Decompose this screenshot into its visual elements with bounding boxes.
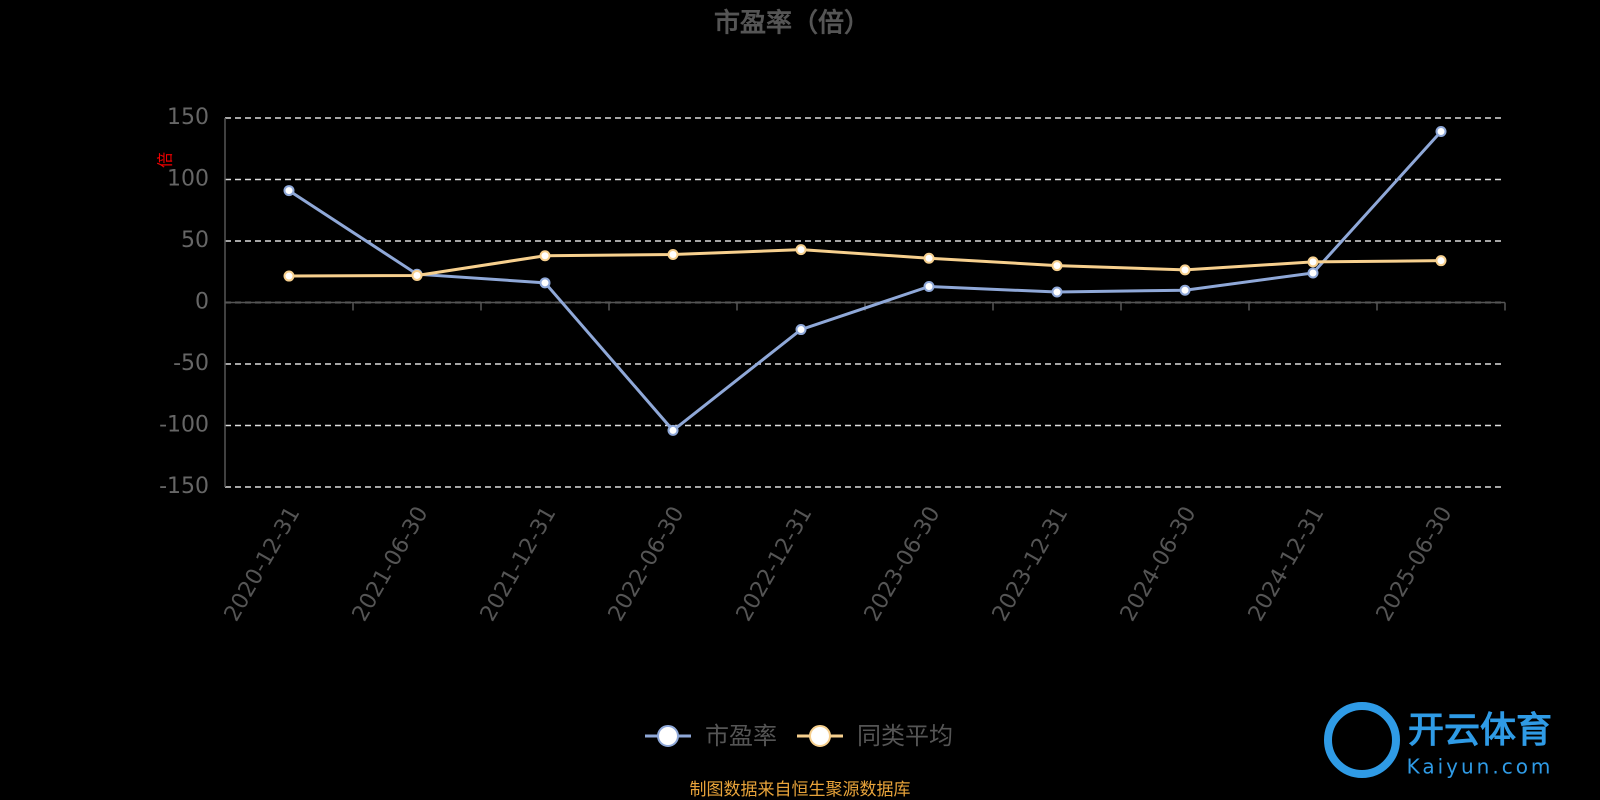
data-point <box>1435 255 1447 267</box>
data-point <box>1307 256 1319 268</box>
data-point <box>1435 126 1447 138</box>
data-point <box>667 424 679 436</box>
data-point <box>283 270 295 282</box>
data-point <box>1179 264 1191 276</box>
data-point <box>923 281 935 293</box>
series-line <box>288 248 1442 278</box>
watermark-logo <box>1324 702 1400 778</box>
legend-marker <box>657 725 679 747</box>
chart-title: 市盈率（倍） <box>714 8 870 39</box>
data-point <box>539 277 551 289</box>
data-point <box>1051 286 1063 298</box>
source-note: 制图数据来自恒生聚源数据库 <box>690 780 911 800</box>
data-point <box>667 249 679 261</box>
data-point <box>283 185 295 197</box>
data-point <box>923 252 935 264</box>
data-point <box>1051 260 1063 272</box>
data-point <box>411 269 423 281</box>
y-tick-label: 0 <box>195 290 209 315</box>
series-line <box>288 130 1443 433</box>
data-point <box>795 324 807 336</box>
data-point <box>1307 267 1319 279</box>
legend-label: 同类平均 <box>857 722 953 750</box>
y-tick-label: 50 <box>181 228 209 253</box>
y-axis-title: 倍 <box>156 152 175 168</box>
watermark-site: Kaiyun.com <box>1407 755 1554 779</box>
y-tick-label: 150 <box>167 105 209 130</box>
y-tick-label: -50 <box>173 351 209 376</box>
watermark-brand: 开云体育 <box>1408 710 1552 751</box>
y-tick-label: -100 <box>159 413 209 438</box>
y-tick-label: -150 <box>159 474 209 499</box>
data-point <box>539 250 551 262</box>
y-tick-label: 100 <box>167 167 209 192</box>
data-point <box>795 244 807 256</box>
legend-label: 市盈率 <box>705 722 777 750</box>
legend-marker <box>809 725 831 747</box>
data-point <box>1179 284 1191 296</box>
